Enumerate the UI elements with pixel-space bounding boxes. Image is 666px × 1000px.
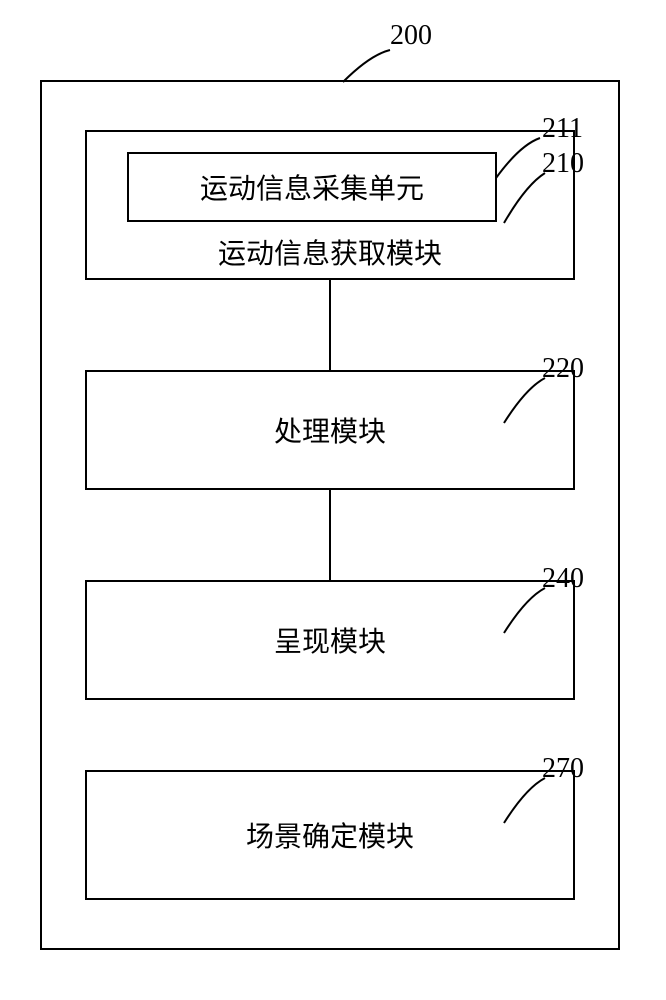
module2-label: 处理模块 [274, 410, 386, 450]
ref-240: 240 [542, 563, 584, 595]
module1-label: 运动信息获取模块 [87, 232, 573, 272]
motion-info-acquire-module: 运动信息采集单元 运动信息获取模块 [85, 130, 575, 280]
processing-module: 处理模块 [85, 370, 575, 490]
ref-220: 220 [542, 353, 584, 385]
scene-determination-module: 场景确定模块 [85, 770, 575, 900]
module4-label: 场景确定模块 [246, 815, 414, 855]
presentation-module: 呈现模块 [85, 580, 575, 700]
ref-200: 200 [390, 20, 432, 52]
unit1-label: 运动信息采集单元 [200, 167, 424, 207]
ref-211: 211 [542, 113, 583, 145]
edge-2-3 [329, 490, 331, 580]
motion-info-collect-unit: 运动信息采集单元 [127, 152, 497, 222]
ref-270: 270 [542, 753, 584, 785]
module3-label: 呈现模块 [274, 620, 386, 660]
ref-210: 210 [542, 148, 584, 180]
edge-1-2 [329, 280, 331, 370]
diagram-canvas: 200 运动信息采集单元 运动信息获取模块 211 210 处理模块 220 呈… [0, 0, 666, 1000]
